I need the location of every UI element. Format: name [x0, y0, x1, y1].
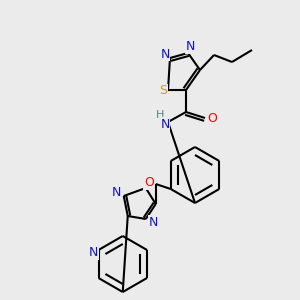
- Text: N: N: [112, 187, 122, 200]
- Text: N: N: [160, 47, 170, 61]
- Text: N: N: [185, 40, 195, 53]
- Text: N: N: [89, 247, 98, 260]
- Text: S: S: [159, 85, 167, 98]
- Text: N: N: [160, 118, 170, 130]
- Text: N: N: [149, 215, 158, 229]
- Text: O: O: [144, 176, 154, 190]
- Text: H: H: [156, 110, 164, 120]
- Text: O: O: [207, 112, 217, 124]
